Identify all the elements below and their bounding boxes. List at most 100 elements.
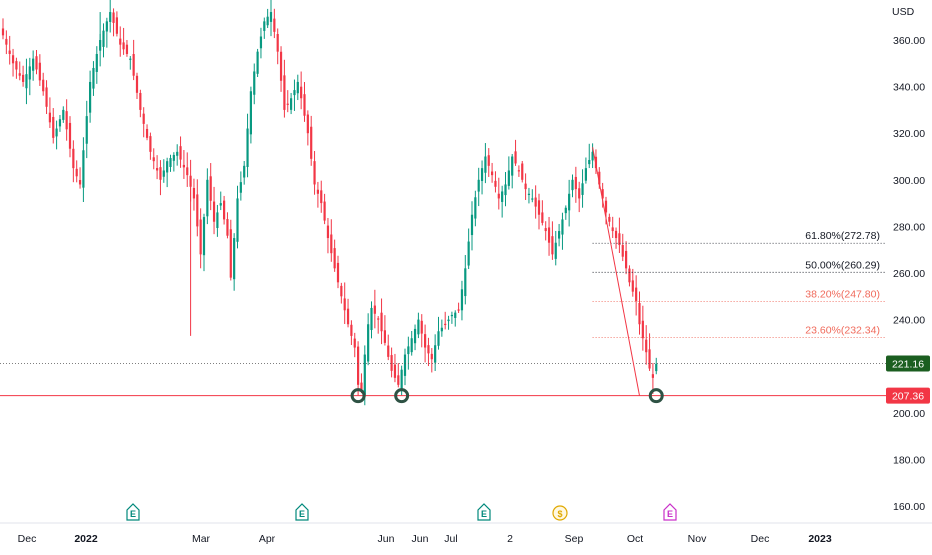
- candle-body: [340, 285, 343, 297]
- time-axis[interactable]: Dec 2022 Mar Apr Jun Jun Jul 2 Sep Oct Nov Dec 2023: [0, 522, 932, 545]
- candle: [82, 137, 85, 203]
- candle-body: [102, 30, 105, 47]
- candle: [1, 18, 5, 40]
- time-tick-label: 2022: [74, 533, 98, 545]
- candle-body: [149, 136, 152, 152]
- candle-body: [574, 176, 577, 190]
- time-tick-label: Dec: [18, 533, 37, 545]
- candle-body: [246, 128, 249, 167]
- candle-body: [454, 312, 457, 318]
- candle: [424, 324, 427, 363]
- candle: [430, 348, 433, 373]
- candle-body: [206, 179, 209, 217]
- candle: [377, 316, 380, 334]
- candle-body: [226, 219, 229, 236]
- candle-body: [273, 18, 276, 32]
- time-tick-label: 2: [507, 533, 513, 545]
- candle: [300, 71, 303, 110]
- price-tick-label: 280.00: [893, 221, 925, 233]
- candle-body: [216, 212, 219, 229]
- earnings-marker[interactable]: E: [295, 503, 309, 521]
- fib-level-label: 38.20%(247.80): [805, 288, 880, 300]
- candle: [343, 282, 346, 324]
- earnings-marker[interactable]: E: [663, 503, 677, 521]
- candle-body: [35, 56, 38, 70]
- candle: [651, 362, 654, 394]
- earnings-marker[interactable]: E: [126, 503, 140, 521]
- candle: [558, 223, 561, 247]
- candle: [621, 233, 624, 262]
- price-tick-label: 180.00: [893, 454, 925, 466]
- candle: [48, 97, 51, 128]
- candle-body: [457, 309, 460, 311]
- candle: [142, 107, 145, 138]
- candle: [501, 185, 504, 218]
- candle-body: [601, 189, 604, 199]
- candle: [186, 152, 189, 187]
- candle: [370, 301, 373, 339]
- candle-body: [380, 312, 383, 332]
- candle-body: [400, 369, 403, 389]
- earnings-marker[interactable]: E: [477, 503, 491, 521]
- candle: [223, 195, 226, 225]
- candle-body: [521, 163, 524, 180]
- candle-body: [631, 280, 634, 292]
- candle-body: [202, 217, 206, 256]
- candle: [199, 208, 202, 269]
- candle-body: [259, 36, 263, 49]
- earnings-icon: [477, 503, 491, 521]
- candle: [511, 153, 514, 189]
- plot-area[interactable]: 61.80%(272.78) 50.00%(260.29) 38.20%(247.8…: [0, 0, 886, 406]
- dividend-marker[interactable]: $: [552, 505, 568, 521]
- candle-body: [172, 154, 175, 161]
- candle: [537, 193, 541, 230]
- candle: [581, 169, 584, 208]
- candle-body: [192, 187, 196, 199]
- candle: [614, 227, 618, 249]
- candle: [504, 172, 507, 207]
- candle: [407, 336, 410, 370]
- candle-body: [410, 338, 413, 353]
- candle-body: [638, 302, 641, 325]
- candle: [454, 310, 457, 327]
- candle-body: [82, 150, 85, 188]
- low-circle-marker: [350, 388, 366, 404]
- candle: [574, 166, 577, 203]
- candle: [229, 219, 232, 281]
- candle-body: [122, 42, 125, 50]
- candle: [216, 204, 219, 237]
- candle-body: [85, 116, 88, 144]
- candle: [353, 332, 356, 358]
- candle: [531, 189, 534, 203]
- candle: [149, 132, 152, 160]
- candle-body: [367, 324, 370, 362]
- candle: [447, 315, 450, 330]
- candle-body: [544, 228, 547, 232]
- candle: [383, 315, 386, 346]
- candle-body: [350, 324, 353, 336]
- candle: [561, 212, 564, 250]
- candle-body: [212, 201, 216, 222]
- candle-body: [45, 87, 48, 107]
- candle: [219, 191, 222, 211]
- candle: [89, 70, 92, 123]
- candle: [75, 160, 78, 183]
- price-axis[interactable]: USD 360.00 340.00 320.00 300.00 280.00 260.00 2…: [886, 6, 930, 513]
- time-tick-label: 2023: [808, 533, 832, 545]
- fib-level-label: 61.80%(272.78): [805, 230, 880, 242]
- candle: [119, 26, 122, 57]
- candle: [125, 40, 129, 57]
- candle: [474, 190, 477, 227]
- candle-body: [655, 363, 658, 372]
- marker-label: E: [299, 509, 305, 519]
- candle-body: [316, 189, 319, 194]
- candle-body: [464, 268, 467, 297]
- currency-label: USD: [892, 6, 915, 18]
- candle: [296, 74, 299, 101]
- candle: [497, 177, 500, 210]
- marker-label: E: [481, 509, 487, 519]
- price-tick-label: 360.00: [893, 35, 925, 47]
- candle-body: [484, 156, 487, 173]
